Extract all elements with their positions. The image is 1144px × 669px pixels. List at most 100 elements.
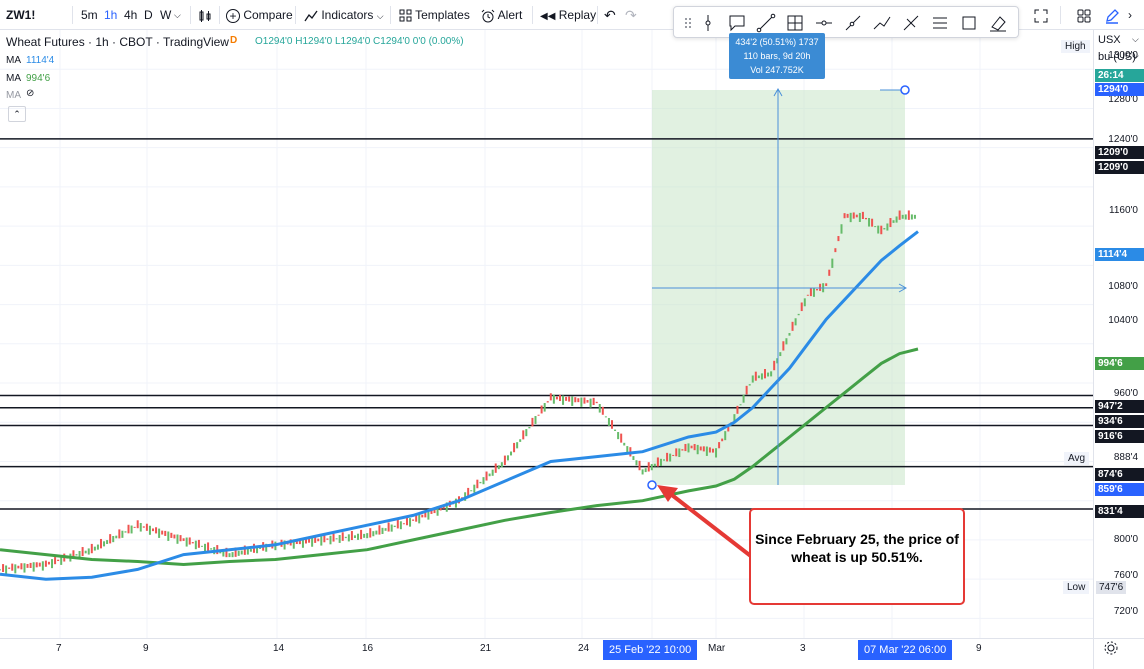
price-candle bbox=[620, 433, 623, 443]
replay-button[interactable]: ◀◀ Replay bbox=[540, 0, 596, 30]
price-candle bbox=[840, 224, 843, 234]
price-candle bbox=[121, 530, 124, 538]
price-candle bbox=[311, 537, 314, 547]
level-badge: 1209'0 bbox=[1095, 161, 1144, 174]
price-candle bbox=[152, 528, 154, 532]
price-candle bbox=[825, 283, 828, 286]
alert-button[interactable]: Alert bbox=[481, 0, 522, 30]
price-candle bbox=[779, 352, 782, 357]
price-axis[interactable]: USX ⌵ bu (US) ⌵ 1300'0 1280'0 1240'0 116… bbox=[1093, 30, 1144, 638]
price-candle bbox=[479, 481, 482, 484]
time-axis[interactable]: 7 9 14 16 21 24 25 Feb '22 10:00 Mar 3 0… bbox=[0, 638, 1093, 669]
chevron-right-icon[interactable]: › bbox=[1128, 8, 1132, 22]
indicators-button[interactable]: Indicators ⌵ bbox=[304, 0, 384, 30]
price-candle bbox=[889, 218, 892, 228]
price-candle bbox=[675, 448, 678, 457]
vertical-line-icon bbox=[705, 15, 711, 31]
indicators-label: Indicators bbox=[321, 8, 374, 22]
symbol-label[interactable]: ZW1! bbox=[6, 8, 36, 22]
price-candle bbox=[164, 530, 167, 536]
price-candle bbox=[415, 514, 418, 522]
price-tick: 888'4 bbox=[1113, 452, 1138, 463]
time-tick: 16 bbox=[362, 643, 374, 654]
price-candle bbox=[831, 258, 834, 268]
price-candle bbox=[819, 283, 822, 291]
alert-label: Alert bbox=[497, 8, 523, 22]
price-candle bbox=[568, 396, 571, 402]
undo-icon[interactable]: ↶ bbox=[604, 7, 616, 23]
price-candle bbox=[259, 547, 262, 549]
price-candle bbox=[182, 538, 185, 541]
price-candle bbox=[537, 414, 540, 416]
price-candle bbox=[754, 371, 757, 381]
redo-icon[interactable]: ↷ bbox=[625, 7, 637, 23]
price-candle bbox=[130, 525, 133, 534]
price-candle bbox=[877, 225, 880, 234]
price-candle bbox=[552, 394, 555, 404]
price-candle bbox=[531, 417, 534, 427]
price-candle bbox=[843, 213, 846, 219]
price-candle bbox=[693, 444, 696, 451]
price-candle bbox=[892, 220, 895, 223]
templates-label: Templates bbox=[415, 8, 470, 22]
interval-5m[interactable]: 5m bbox=[81, 8, 98, 22]
price-candle bbox=[225, 547, 228, 558]
price-candle bbox=[721, 438, 724, 442]
divider bbox=[190, 6, 191, 24]
price-candle bbox=[898, 210, 901, 220]
price-candle bbox=[491, 469, 494, 476]
price-chart[interactable] bbox=[0, 30, 1093, 638]
price-candle bbox=[387, 522, 390, 532]
callout-arrowhead bbox=[657, 485, 678, 502]
compare-button[interactable]: + Compare bbox=[226, 0, 293, 30]
interval-4h[interactable]: 4h bbox=[124, 8, 138, 22]
price-candle bbox=[133, 526, 136, 528]
price-candle bbox=[323, 535, 326, 543]
interval-w[interactable]: W bbox=[160, 8, 172, 22]
price-candle bbox=[663, 459, 666, 461]
price-candle bbox=[516, 442, 519, 449]
price-candle bbox=[167, 531, 170, 541]
price-candle bbox=[583, 397, 586, 404]
price-candle bbox=[534, 416, 537, 424]
unit-select[interactable]: bu (US) bbox=[1098, 51, 1136, 63]
time-tick: 9 bbox=[143, 643, 149, 654]
time-tick: 14 bbox=[273, 643, 285, 654]
price-candle bbox=[378, 525, 381, 535]
layout-icon[interactable] bbox=[1077, 0, 1091, 30]
eraser-icon bbox=[990, 16, 1006, 32]
horizontal-line-icon bbox=[816, 20, 832, 26]
chevron-down-icon[interactable]: ⌵ bbox=[174, 10, 181, 20]
collapse-legend-icon[interactable]: ⌃ bbox=[8, 106, 26, 122]
fullscreen-icon[interactable] bbox=[1034, 0, 1048, 30]
price-candle bbox=[292, 539, 295, 549]
price-candle bbox=[626, 446, 629, 453]
price-candle bbox=[513, 442, 516, 453]
eye-hidden-icon[interactable]: ⊘ bbox=[26, 88, 35, 99]
price-candle bbox=[760, 373, 763, 380]
price-candle bbox=[283, 540, 286, 550]
pencil-icon[interactable] bbox=[1104, 0, 1120, 30]
chevron-down-icon[interactable]: ⌵ bbox=[1132, 51, 1139, 61]
interval-1h[interactable]: 1h bbox=[104, 8, 118, 22]
price-candle bbox=[265, 543, 268, 552]
interval-d[interactable]: D bbox=[144, 8, 153, 22]
legend-title: Wheat Futures · 1h · CBOT · TradingView bbox=[6, 35, 229, 49]
price-candle bbox=[210, 548, 213, 550]
templates-button[interactable]: Templates bbox=[399, 0, 470, 30]
price-candle bbox=[681, 449, 684, 451]
price-candle bbox=[23, 563, 26, 573]
price-candle bbox=[139, 522, 142, 532]
candles-icon[interactable] bbox=[198, 0, 212, 30]
chevron-down-icon[interactable]: ⌵ bbox=[1132, 34, 1139, 44]
price-candle bbox=[913, 214, 916, 219]
price-candle bbox=[773, 360, 776, 371]
currency-select[interactable]: USX bbox=[1098, 34, 1121, 46]
price-candle bbox=[574, 397, 577, 403]
end-time-marker: 07 Mar '22 06:00 bbox=[858, 640, 953, 660]
price-candle bbox=[528, 426, 531, 429]
annotation-callout[interactable]: Since February 25, the price of wheat is… bbox=[749, 508, 965, 605]
price-candle bbox=[308, 538, 311, 543]
price-candle bbox=[2, 564, 5, 572]
price-candle bbox=[855, 214, 858, 218]
